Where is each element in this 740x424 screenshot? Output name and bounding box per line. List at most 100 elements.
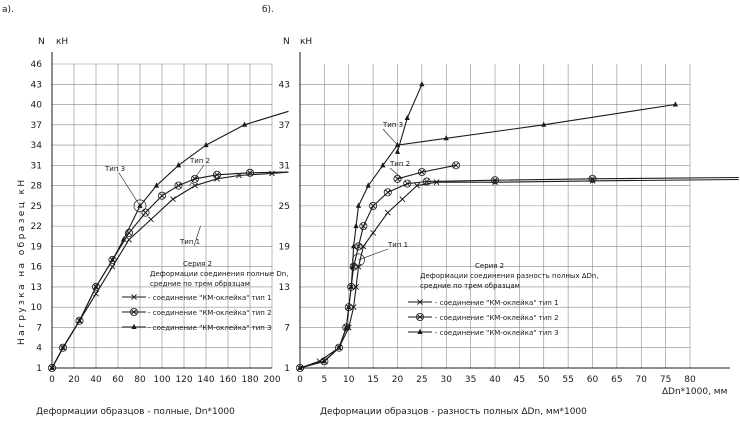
panel-b-series-type1	[299, 178, 739, 369]
panel-b-x-tick: 25	[416, 375, 427, 385]
panel-a-y-tick: 43	[31, 80, 42, 90]
panel-a-annotation-leader	[118, 172, 141, 207]
panel-b-legend-title-0: Серия 2	[475, 262, 504, 270]
panel-a-annotation-0: Тип 3	[104, 165, 125, 173]
panel-b-point-type3	[672, 101, 678, 107]
panel-b-point-type2-upper	[393, 174, 402, 183]
panel-a-legend: Серия 2 Деформации соединения полные Dn,…	[148, 260, 288, 332]
panel-a-point-type3	[49, 364, 55, 370]
panel-b-x-tick: 60	[587, 375, 599, 385]
panel-a-ylabel: Нагрузка на образец кН	[17, 177, 27, 345]
panel-b-x-tick: 45	[514, 375, 525, 385]
panel-a-x-tick: 160	[219, 375, 236, 385]
panel-b-y-tick: 25	[279, 202, 290, 212]
panel-a-legend-title-2: средние по трем образцам	[150, 280, 250, 288]
panel-a-annotation-leader	[193, 226, 201, 247]
panel-a-x-tick: 60	[112, 375, 124, 385]
panel-a-point-type3	[153, 182, 160, 188]
panel-b-point-type2-upper	[417, 168, 426, 177]
panel-b-series-type3	[299, 103, 676, 369]
panel-b-annotation-0: Тип 3	[382, 121, 403, 129]
panel-a-series-type3	[51, 110, 289, 369]
panel-b-x-tick: 15	[367, 375, 378, 385]
panel-b-x-tick: 80	[684, 375, 696, 385]
panel-b-label: б).	[262, 5, 274, 15]
panel-a-x-tick: 80	[134, 375, 146, 385]
panel-a-y-tick: 40	[31, 101, 43, 111]
panel-a-point-type1	[148, 216, 154, 223]
panel-a-y-tick: 16	[31, 263, 43, 273]
panel-b-y-tick: 31	[279, 161, 290, 171]
panel-a-point-type1	[109, 263, 116, 270]
panel-b-annotation-2: Тип 1	[387, 241, 408, 249]
panel-b-point-type3	[346, 304, 352, 310]
panel-b-legend: Серия 2 Деформации соединения разность п…	[420, 262, 599, 337]
panel-a-point-type2	[245, 168, 254, 177]
panel-b-highlight-circle	[352, 253, 365, 267]
panel-a-y-tick: 34	[31, 141, 43, 151]
panel-a-y-tick: 4	[36, 344, 42, 354]
panel-b-x-tick: 40	[489, 375, 501, 385]
panel-b-x-end-label: ∆Dn*1000, мм	[661, 387, 727, 397]
panel-b-legend-marker	[417, 299, 423, 305]
panel-a-x-tick: 140	[197, 375, 214, 385]
panel-a-y-tick: 31	[31, 161, 42, 171]
panel-b-annotation-1: Тип 2	[389, 160, 410, 168]
panel-a-point-type2	[141, 208, 150, 217]
panel-b-x-tick: 30	[441, 375, 453, 385]
panel-b-point-type2-upper	[451, 161, 460, 170]
panel-a-point-type1	[170, 196, 176, 203]
panel-a-legend-entry-0: - соединение "КМ-оклейка" тип 1	[148, 294, 272, 302]
panel-a-point-type3	[76, 317, 83, 323]
panel-a-point-type3	[93, 283, 99, 289]
panel-b-legend-entry-0: - соединение "КМ-оклейка" тип 1	[435, 299, 559, 307]
panel-b-x-tick: 5	[322, 375, 328, 385]
panel-b-legend-entry-2: - соединение "КМ-оклейка" тип 3	[435, 329, 559, 337]
panel-b-y-tick: 43	[279, 80, 290, 90]
panel-b-x-tick: 35	[465, 375, 476, 385]
panel-a-xlabel: Деформации образцов - полные, Dn*1000	[36, 407, 235, 417]
panel-b-point-type2	[383, 188, 392, 197]
panel-b-point-type3	[365, 182, 371, 188]
panel-b-point-type3-upper	[419, 81, 425, 87]
panel-a-legend-entry-1: - соединение "КМ-оклейка" тип 2	[148, 309, 272, 317]
panel-b-point-type3	[343, 324, 349, 330]
panel-b-y-tick: 7	[284, 323, 290, 333]
panel-a-y-tick: 19	[31, 242, 43, 252]
panel-b-point-type2	[422, 177, 431, 186]
panel-a: 1 4 7 10 13 16 19 22 25 28 31 34 37 40 43 46 0 20 40 60 80 10…	[31, 52, 289, 385]
panel-a-y-unit: кН	[56, 37, 68, 47]
panel-b-point-type3	[321, 358, 327, 364]
panel-b-point-type2	[588, 174, 597, 183]
panel-b-x-tick: 65	[611, 375, 622, 385]
panel-b-legend-title-2: средние по трем образцам	[420, 282, 520, 290]
panel-a-legend-entry-2: - соединение "КМ-оклейка" тип 3	[148, 324, 272, 332]
panel-b-point-type3	[380, 162, 386, 168]
panel-a-y-tick: 1	[36, 364, 42, 374]
panel-b-x-tick: 70	[636, 375, 648, 385]
panel-b-point-type1	[384, 209, 391, 216]
panel-a-point-type2	[174, 181, 183, 190]
panel-a-point-type1	[192, 182, 198, 189]
panel-b-x-tick: 50	[538, 375, 550, 385]
panel-a-point-type2	[212, 170, 221, 179]
panel-a-annotation-2: Тип 1	[179, 238, 200, 246]
panel-b-point-type2	[359, 222, 368, 231]
panel-a-y-tick: 13	[31, 283, 42, 293]
panel-a-y-tick: 25	[31, 202, 42, 212]
panel-b-point-type3	[350, 263, 356, 269]
panel-a-x-tick: 0	[49, 375, 55, 385]
panel-b-annotation-leader	[382, 128, 398, 146]
panel-a-annotation-1: Тип 2	[189, 157, 210, 165]
panel-b-point-type3	[541, 121, 547, 127]
panel-b-point-type1	[399, 196, 406, 203]
panel-a-legend-title-0: Серия 2	[183, 260, 212, 268]
panel-b-y-tick: 1	[284, 364, 290, 374]
panel-b-legend-marker	[415, 312, 424, 321]
panel-a-y-symbol: N	[38, 37, 45, 47]
panel-b-point-type3	[297, 364, 303, 370]
panel-a-annotation-leader	[189, 164, 205, 186]
panel-a-label: а).	[2, 5, 14, 15]
panel-b-x-tick: 75	[660, 375, 671, 385]
